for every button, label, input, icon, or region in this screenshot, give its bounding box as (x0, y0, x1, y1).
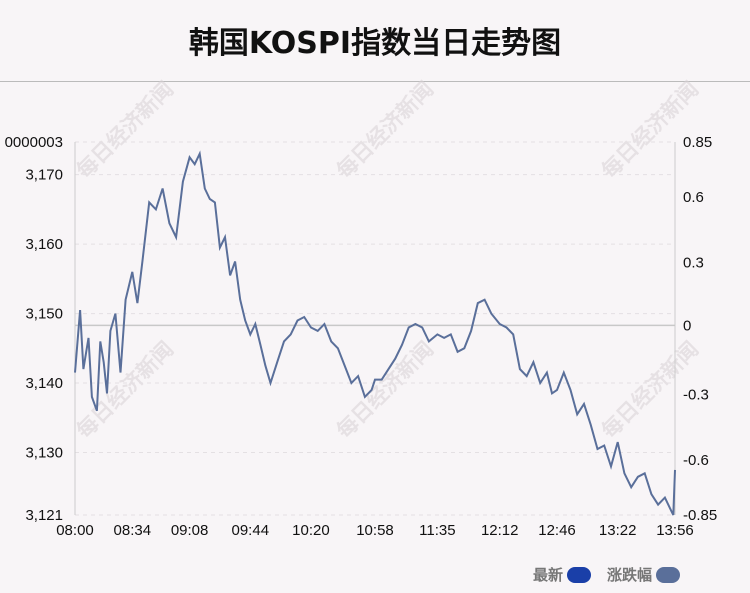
chart-title: 韩国KOSPI指数当日走势图 (188, 26, 562, 61)
legend-swatch-change (656, 566, 681, 583)
x-tick-label: 10:58 (356, 522, 394, 539)
y-left-tick-label: 3,150 (25, 306, 63, 323)
series-line-latest (74, 150, 676, 516)
title-divider (0, 81, 750, 82)
watermark-text: 每日经济新闻 (72, 337, 178, 443)
legend-swatch-latest (567, 566, 592, 583)
y-right-tick-label: -0.3 (683, 386, 709, 403)
y-right-tick-label: 0 (683, 317, 691, 334)
x-tick-label: 09:44 (232, 522, 270, 539)
y-left-tick-label: 3,121 (25, 507, 63, 524)
x-tick-label: 12:46 (538, 522, 576, 539)
y-right-tick-label: 0.6 (683, 189, 704, 206)
x-tick-label: 08:00 (56, 522, 94, 539)
x-tick-label: 08:34 (114, 522, 152, 539)
y-right-tick-label: 0.3 (683, 255, 704, 272)
y-left-tick-label: 0000003 (5, 134, 63, 151)
watermark-text: 每日经济新闻 (332, 337, 438, 443)
y-right-tick-labels: -0.85 -0.6 -0.3 0 0.3 0.6 0.85 (683, 134, 717, 524)
grid-lines (75, 141, 675, 516)
legend-label-latest: 最新 (533, 566, 564, 584)
y-left-tick-label: 3,130 (25, 444, 63, 461)
y-left-tick-label: 3,140 (25, 375, 63, 392)
y-left-tick-label: 3,170 (25, 167, 63, 184)
y-right-tick-label: -0.6 (683, 452, 709, 469)
x-tick-label: 11:35 (419, 522, 455, 539)
watermark-text: 每日经济新闻 (332, 77, 438, 183)
x-tick-label: 13:56 (656, 522, 694, 539)
x-tick-label: 10:20 (292, 522, 330, 539)
watermark-text: 每日经济新闻 (597, 77, 703, 183)
x-tick-labels: 08:00 08:34 09:08 09:44 10:20 10:58 11:35 12:12… (56, 522, 694, 539)
y-left-tick-labels: 3,121 3,130 3,140 3,150 3,160 3,170 0000003 (5, 134, 63, 524)
x-tick-label: 09:08 (171, 522, 209, 539)
y-right-tick-label: -0.85 (683, 507, 717, 524)
y-right-tick-label: 0.85 (683, 134, 712, 151)
watermark-text: 每日经济新闻 (72, 77, 178, 183)
legend: 最新 涨跌幅 (533, 564, 681, 585)
legend-label-change: 涨跌幅 (607, 566, 653, 584)
x-tick-label: 12:12 (481, 522, 519, 539)
x-tick-label: 13:22 (599, 522, 637, 539)
y-left-tick-label: 3,160 (25, 236, 63, 253)
